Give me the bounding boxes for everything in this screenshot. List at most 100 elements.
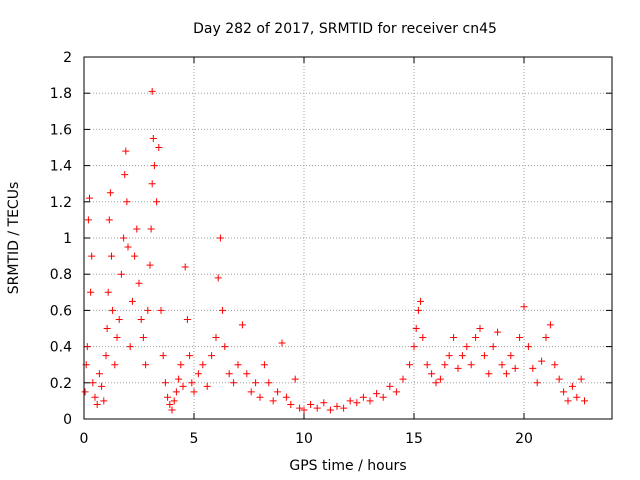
data-point [366,397,374,405]
data-point [269,397,277,405]
data-point [131,252,139,260]
data-point [168,406,176,414]
data-point [147,225,155,233]
data-point [159,352,167,360]
data-point [476,325,484,332]
data-point [340,404,348,412]
data-point [170,397,178,405]
data-point [91,393,99,401]
data-point [282,393,290,401]
data-point [436,375,444,383]
data-point [146,261,154,269]
data-point [100,397,108,405]
data-point [177,361,185,369]
data-point [346,397,354,405]
data-point [183,315,191,323]
data-point [113,334,121,342]
data-point [225,370,233,378]
data-point [121,171,129,179]
data-point [498,361,506,369]
data-point [84,216,92,224]
y-tick-label: 1.6 [50,122,72,138]
data-point [188,379,196,387]
data-point [150,162,158,170]
y-tick-label: 1.8 [50,86,72,102]
data-point [89,379,97,387]
data-point [265,379,273,387]
data-point [353,399,361,407]
data-point [568,382,576,390]
data-point [480,352,488,360]
x-axis-ticks: 0 5 10 15 20 [80,57,533,447]
data-point [247,388,255,396]
data-point [95,370,103,378]
y-tick-label: 0.8 [50,267,72,283]
data-point [104,288,112,296]
data-point [149,134,157,142]
data-point [410,343,418,351]
data-point [230,379,238,387]
data-point [179,382,187,390]
data-point [208,352,216,360]
y-axis-title: SRMTID / TECUs [6,182,22,295]
x-tick-label: 0 [80,431,89,447]
data-point [581,397,588,405]
data-point [412,325,420,332]
data-point [450,334,458,342]
data-point [386,382,394,390]
data-point [494,328,502,336]
y-tick-label: 0.6 [50,303,72,319]
data-point [111,361,119,369]
data-point [83,343,91,351]
data-point [181,263,189,271]
data-point [243,370,251,378]
data-point [326,406,334,414]
chart-title: Day 282 of 2017, SRMTID for receiver cn4… [193,21,497,37]
y-tick-label: 1 [63,231,72,247]
data-point [102,352,110,360]
data-point [359,393,367,401]
data-point [278,339,286,347]
data-point [135,279,143,287]
data-point [379,393,387,401]
data-point [142,361,150,369]
data-point [194,370,202,378]
data-point [542,334,550,342]
data-point [115,315,123,323]
data-point [216,234,224,242]
data-point [533,379,541,387]
data-point [122,147,130,155]
data-point [520,303,528,311]
data-point [172,388,180,396]
data-point [529,364,537,372]
data-point [126,343,134,351]
y-tick-label: 0.2 [50,376,72,392]
data-point [221,343,229,351]
data-point [219,306,227,314]
data-point [274,388,282,396]
data-point [203,382,211,390]
data-point [106,189,114,197]
data-point [320,399,328,407]
data-point [524,343,532,351]
data-point [502,370,510,378]
x-tick-label: 10 [295,431,313,447]
data-point [98,382,106,390]
data-point [256,393,264,401]
data-point [555,375,563,383]
data-point [252,379,260,387]
data-point [148,180,156,188]
data-point [472,334,480,342]
data-point [109,306,117,314]
data-point [148,87,156,95]
data-point [467,361,475,369]
data-point [296,404,304,412]
data-point [103,325,111,332]
data-point [428,370,436,378]
data-point [108,252,115,260]
data-point [186,352,194,360]
data-point [137,315,145,323]
data-point [516,334,524,342]
data-point [485,370,493,378]
